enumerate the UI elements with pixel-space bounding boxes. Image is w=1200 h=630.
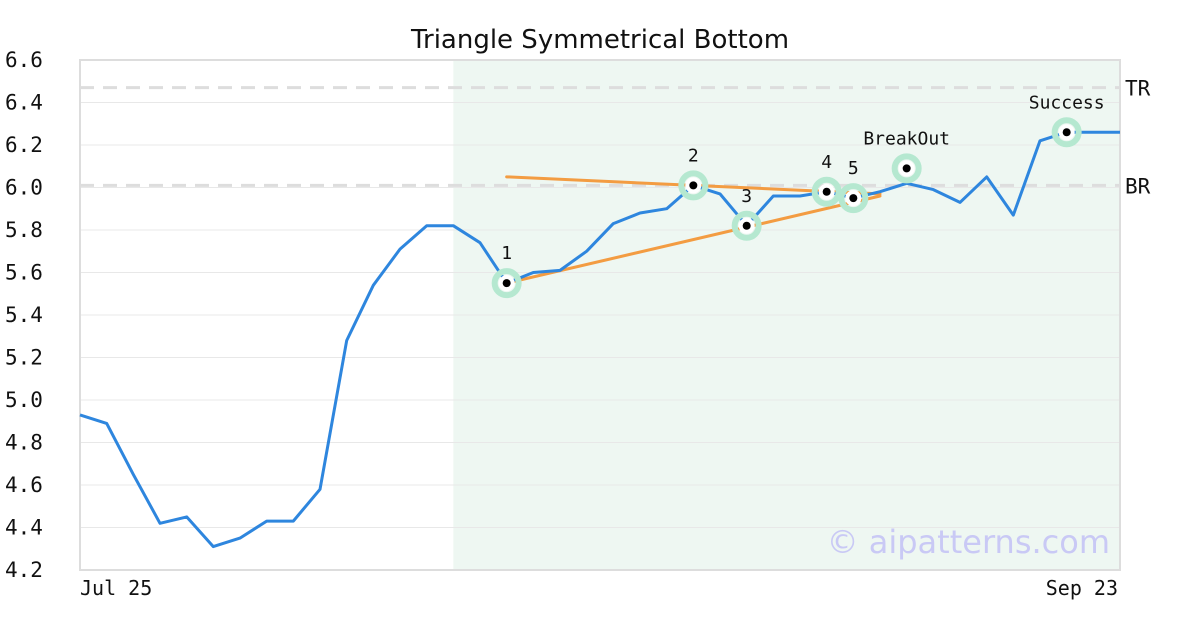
trendline: [505, 194, 882, 285]
x-tick-label: Sep 23: [1046, 576, 1118, 600]
watermark: © aipatterns.com: [827, 523, 1110, 561]
y-tick-label: 5.0: [5, 388, 43, 412]
y-tick-label: 5.2: [5, 346, 43, 370]
point-marker-ring: [491, 268, 522, 299]
y-tick-label: 4.8: [5, 431, 43, 455]
point-label: 2: [688, 145, 699, 166]
y-tick-label: 6.0: [5, 176, 43, 200]
point-marker-ring: [1051, 117, 1082, 148]
series-layer: [79, 130, 1120, 549]
y-tick-label: 6.4: [5, 91, 43, 115]
y-tick-label: 5.4: [5, 303, 43, 327]
point-marker: [742, 221, 751, 230]
reference-line-label: BR: [1125, 174, 1151, 198]
y-tick-label: 6.6: [5, 48, 43, 72]
y-tick-label: 5.8: [5, 218, 43, 242]
point-marker-ring: [891, 153, 922, 184]
point-marker-ring: [731, 210, 762, 241]
point-marker-ring: [811, 176, 842, 207]
chart-title: Triangle Symmetrical Bottom: [410, 25, 789, 55]
point-marker-ring: [678, 170, 709, 201]
y-tick-label: 4.4: [5, 516, 43, 540]
point-label: 1: [501, 243, 512, 264]
point-marker: [822, 187, 831, 196]
y-tick-label: 6.2: [5, 133, 43, 157]
reference-lines-layer: TR BR: [80, 77, 1151, 198]
point-marker: [902, 164, 911, 173]
reference-line-label: TR: [1125, 77, 1151, 101]
y-tick-label: 4.6: [5, 473, 43, 497]
point-marker-ring: [838, 183, 869, 214]
point-marker: [502, 279, 511, 288]
axis-layer: 6.6 6.4 6.2 6.0 5.8 5.6 5.4 5.2 5.0 4.8 4.6 4.4 4.2 J…: [5, 48, 1121, 600]
point-marker: [689, 181, 698, 190]
x-tick-label: Jul 25: [80, 576, 152, 600]
point-label: Success: [1029, 92, 1105, 113]
grid-layer: [80, 59, 1120, 571]
point-label: 5: [848, 158, 859, 179]
point-marker: [849, 194, 858, 203]
price-line: [79, 130, 1120, 549]
plot-frame: [79, 59, 1121, 571]
point-marker: [1062, 128, 1071, 137]
point-label: 4: [821, 152, 832, 173]
point-label: BreakOut: [863, 128, 950, 149]
y-tick-label: 4.2: [5, 558, 43, 582]
y-tick-label: 5.6: [5, 261, 43, 285]
point-label: 3: [741, 186, 752, 207]
